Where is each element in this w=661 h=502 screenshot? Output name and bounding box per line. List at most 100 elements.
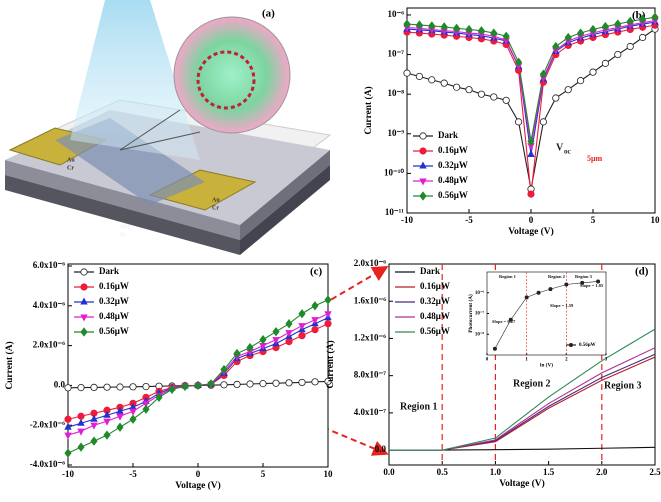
- marker: [552, 41, 560, 52]
- marker: [259, 380, 267, 388]
- x-tick-label: -10: [62, 469, 74, 479]
- marker: [64, 415, 72, 423]
- plot-frame: [67, 263, 329, 468]
- y-tick-label: 10⁻⁸: [475, 331, 485, 337]
- marker: [415, 72, 423, 81]
- marker: [64, 422, 72, 430]
- y-tick-label: 10⁻⁷: [388, 49, 405, 59]
- marker: [527, 136, 535, 146]
- marker: [552, 94, 560, 102]
- y-tick-label: 2.0x10⁻⁶: [354, 258, 387, 268]
- x-tick-label: 1: [525, 358, 528, 363]
- legend-marker: [419, 178, 427, 186]
- marker: [194, 380, 202, 391]
- y-tick-label: 10⁻⁶: [475, 290, 485, 296]
- marker: [548, 287, 553, 292]
- x-tick-label: -5: [129, 469, 137, 479]
- marker: [142, 382, 150, 391]
- legend-label: Dark: [438, 130, 458, 140]
- panel-label: (a): [262, 8, 275, 20]
- y-tick-label: 0.0: [375, 444, 387, 454]
- annotation: Region 2: [548, 274, 566, 279]
- legend-label: 0.48μW: [438, 175, 468, 185]
- x-tick-label: 5: [261, 469, 266, 479]
- marker: [77, 428, 85, 436]
- marker: [129, 408, 137, 416]
- annotation: Slope = 1.05: [580, 283, 604, 288]
- x-tick-label: 1.5: [543, 467, 555, 477]
- x-tick-label: 10: [324, 469, 334, 479]
- marker: [508, 317, 513, 322]
- marker: [272, 379, 280, 387]
- marker: [77, 442, 85, 452]
- legend-label: Dark: [99, 266, 119, 276]
- marker: [233, 380, 241, 389]
- annotation: Slope = 6.27: [492, 319, 516, 324]
- marker: [259, 334, 267, 345]
- marker: [311, 301, 319, 311]
- x-tick-label: 5: [591, 215, 596, 225]
- marker: [514, 118, 523, 126]
- marker: [502, 96, 510, 104]
- marker: [324, 377, 332, 386]
- series-line: [389, 328, 656, 451]
- marker: [285, 330, 293, 338]
- marker: [490, 93, 498, 101]
- y-tick-label: 6.0x10⁻⁶: [33, 260, 66, 270]
- marker: [90, 414, 98, 422]
- marker: [116, 383, 124, 391]
- marker: [428, 21, 436, 31]
- plot-frame: [486, 271, 607, 356]
- marker: [168, 384, 176, 395]
- marker: [220, 381, 228, 389]
- legend-label: Dark: [420, 266, 440, 276]
- marker: [589, 68, 597, 76]
- marker: [596, 279, 601, 284]
- legend-label: 0.16μW: [99, 281, 129, 291]
- y-tick-label: 10⁻⁷: [475, 311, 485, 317]
- marker: [415, 20, 423, 30]
- marker: [64, 384, 72, 392]
- layer-label: SiO₂: [120, 224, 132, 230]
- y-tick-label: 4.0x10⁻⁶: [33, 300, 66, 310]
- legend-marker: [80, 327, 88, 337]
- legend-label: 0.56μW: [579, 343, 596, 348]
- marker: [539, 69, 547, 79]
- layer-label: Au: [212, 197, 220, 203]
- marker: [142, 404, 150, 414]
- marker: [311, 378, 319, 386]
- marker: [311, 326, 319, 334]
- legend-marker: [419, 161, 427, 169]
- y-axis-label: Current (A): [4, 341, 15, 389]
- layer-label: Cr: [212, 205, 219, 211]
- marker: [246, 380, 254, 388]
- x-tick-label: 2: [565, 358, 568, 363]
- marker: [477, 90, 485, 98]
- y-tick-label: 10⁻⁹: [388, 128, 405, 138]
- annotation: oc: [564, 148, 571, 156]
- legend-label: 0.48μW: [420, 311, 450, 321]
- x-tick-label: 3: [605, 358, 608, 363]
- y-tick-label: 0.0: [54, 379, 66, 389]
- y-axis-label: Current (A): [325, 340, 336, 388]
- marker: [77, 418, 85, 426]
- annotation: 5μm: [587, 154, 603, 163]
- legend-label: 0.56μW: [99, 326, 129, 336]
- marker: [246, 342, 254, 353]
- legend-label: 0.56μW: [420, 326, 450, 336]
- marker: [311, 317, 319, 325]
- x-tick-label: -5: [465, 215, 473, 225]
- chart: 10⁻¹¹ 10⁻¹⁰ 10⁻⁹ 10⁻⁸ 10⁻⁷ 10⁻⁶ -10 -5 0 5 10 Volta…: [363, 7, 660, 237]
- panel-label: (c): [310, 266, 323, 278]
- marker: [324, 295, 332, 305]
- marker: [453, 23, 461, 33]
- legend-marker: [569, 342, 574, 347]
- marker: [298, 309, 306, 319]
- marker: [502, 31, 510, 41]
- y-tick-label: 10⁻¹⁰: [384, 167, 404, 177]
- marker: [155, 392, 163, 402]
- annotation: V: [556, 142, 564, 153]
- chart: -4.0x10⁻⁶ -2.0x10⁻⁶ 0.0 2.0x10⁻⁶ 4.0x10⁻⁶ 6.0…: [4, 260, 333, 491]
- layer-label: Cr: [67, 165, 74, 171]
- marker: [527, 150, 535, 158]
